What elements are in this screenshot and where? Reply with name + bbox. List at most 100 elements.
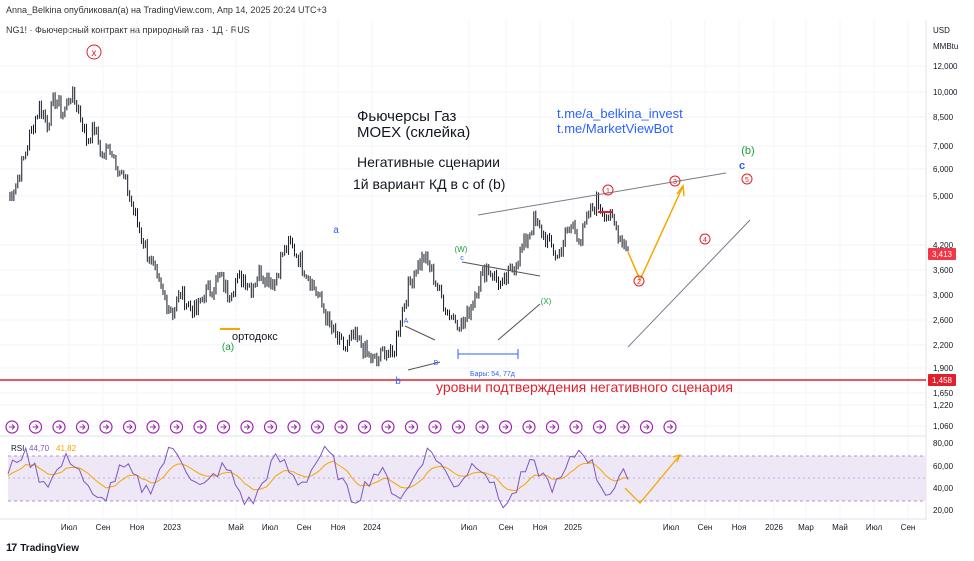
link-2[interactable]: t.me/MarketViewBot xyxy=(557,121,673,136)
ab-line-top xyxy=(404,325,436,341)
current-price-label: 3,413 xyxy=(932,250,953,259)
rsi-tick-label: 80,00 xyxy=(933,439,954,448)
link-1[interactable]: t.me/a_belkina_invest xyxy=(557,106,683,121)
time-tick-label: Май xyxy=(832,523,848,532)
wave-channel-top xyxy=(461,261,541,277)
arrow-right-icon xyxy=(549,424,556,430)
time-tick-label: 2026 xyxy=(765,523,783,532)
arrow-right-icon xyxy=(103,424,110,430)
orthodox-label: ортодокс xyxy=(232,331,278,343)
arrow-right-icon xyxy=(244,424,251,430)
arrow-right-icon xyxy=(526,424,533,430)
arrow-right-icon xyxy=(361,424,368,430)
wave-X-label: (X) xyxy=(541,297,552,306)
price-tick-label: 5,000 xyxy=(933,192,954,201)
grid xyxy=(0,20,926,519)
confirm-text: уровни подтверждения негативного сценари… xyxy=(436,379,733,395)
variant-text: 1й вариант КД в с of (b) xyxy=(353,176,505,192)
tv-mark-icon: 17 xyxy=(6,542,17,554)
price-tick-label: 1,900 xyxy=(933,364,954,373)
rsi-tick-label: 40,00 xyxy=(933,484,954,493)
scenario-text: Негативные сценарии xyxy=(357,154,500,170)
time-tick-label: Сен xyxy=(96,523,111,532)
time-tick-label: Мар xyxy=(798,523,814,532)
time-tick-label: Июл xyxy=(866,523,883,532)
bars-label: Бары: 54, 77д xyxy=(470,371,515,378)
wave-x-label: x xyxy=(92,48,97,59)
time-tick-label: Июл xyxy=(461,523,478,532)
price-tick-label: 7,000 xyxy=(933,142,954,151)
price-tick-label: 3,000 xyxy=(933,291,954,300)
arrow-right-icon xyxy=(338,424,345,430)
time-tick-label: 2024 xyxy=(363,523,381,532)
arrow-right-icon xyxy=(432,424,439,430)
wave-W-label: (W) xyxy=(455,245,468,254)
price-tick-label: 3,600 xyxy=(933,266,954,275)
rsi-ma-line xyxy=(7,460,629,492)
arrow-right-icon xyxy=(643,424,650,430)
projection-arrowhead xyxy=(676,184,685,197)
arrow-right-icon xyxy=(32,424,39,430)
arrow-right-icon xyxy=(220,424,227,430)
time-tick-label: Ноя xyxy=(732,523,747,532)
rsi-tick-label: 60,00 xyxy=(933,462,954,471)
arrow-right-icon xyxy=(385,424,392,430)
arrow-right-icon xyxy=(408,424,415,430)
circ-2 xyxy=(633,275,645,287)
circ-4-label: 4 xyxy=(703,237,707,244)
arrow-right-icon xyxy=(126,424,133,430)
event-icons-row xyxy=(5,420,677,434)
price-tick-label: 10,000 xyxy=(933,88,958,97)
arrow-right-icon xyxy=(291,424,298,430)
price-tick-label: 1,220 xyxy=(933,401,954,410)
rsi-line xyxy=(7,445,629,509)
wave-b-paren-label: (b) xyxy=(741,145,754,157)
price-tick-label: 6,000 xyxy=(933,165,954,174)
current-price-badge xyxy=(928,248,956,260)
arrow-right-icon xyxy=(455,424,462,430)
wave-a-label: a xyxy=(333,225,339,236)
arrow-right-icon xyxy=(267,424,274,430)
price-tick-label: 8,500 xyxy=(933,113,954,122)
wave-c-label: c xyxy=(739,160,745,172)
arrow-right-icon xyxy=(596,424,603,430)
price-tick-label: 12,000 xyxy=(933,62,958,71)
arrow-right-icon xyxy=(479,424,486,430)
upper-trend-line xyxy=(477,172,727,216)
arrow-right-icon xyxy=(56,424,63,430)
price-tick-label: 1,060 xyxy=(933,422,954,431)
wave-x-circle xyxy=(86,44,102,60)
published-line: Anna_Belkina опубликовал(а) на TradingVi… xyxy=(6,5,327,15)
circ-5-label: 5 xyxy=(745,177,749,184)
time-tick-label: Июл xyxy=(262,523,279,532)
price-tick-label: 2,200 xyxy=(933,341,954,350)
tradingview-logo: 17 TradingView xyxy=(6,542,79,554)
time-tick-label: Сен xyxy=(499,523,514,532)
support-price-badge xyxy=(928,374,956,386)
time-tick-label: Июл xyxy=(663,523,680,532)
arrow-right-icon xyxy=(620,424,627,430)
arrow-right-icon xyxy=(197,424,204,430)
time-axis-ticks: Июл Сен Ноя 2023 Май Июл Сен Ноя 2024 Июл Сен Ноя 20… xyxy=(61,523,915,532)
price-tick-label: 2,600 xyxy=(933,316,954,325)
title-line-1: Фьючерсы Газ xyxy=(357,108,457,125)
time-tick-label: Ноя xyxy=(533,523,548,532)
time-tick-label: Ноя xyxy=(130,523,145,532)
wave-a-paren-label: (a) xyxy=(222,342,234,353)
title-line-2: МОЕХ (склейка) xyxy=(357,124,470,141)
circ-1 xyxy=(602,184,614,196)
arrow-right-icon xyxy=(150,424,157,430)
time-tick-label: Ноя xyxy=(331,523,346,532)
lower-trend-line xyxy=(627,219,751,348)
rsi-band xyxy=(8,456,926,501)
rsi-tick-label: 20,00 xyxy=(933,506,954,515)
arrow-right-icon xyxy=(573,424,580,430)
circ-3 xyxy=(669,175,681,187)
wave-channel-bottom xyxy=(497,303,541,341)
symbol-line: NG1! · Фьючерсный контракт на природный … xyxy=(6,25,250,35)
projection-path xyxy=(627,185,684,282)
currency-label: USD xyxy=(933,26,950,35)
wave-A-label: A xyxy=(404,318,409,325)
rsi-series xyxy=(7,445,629,509)
